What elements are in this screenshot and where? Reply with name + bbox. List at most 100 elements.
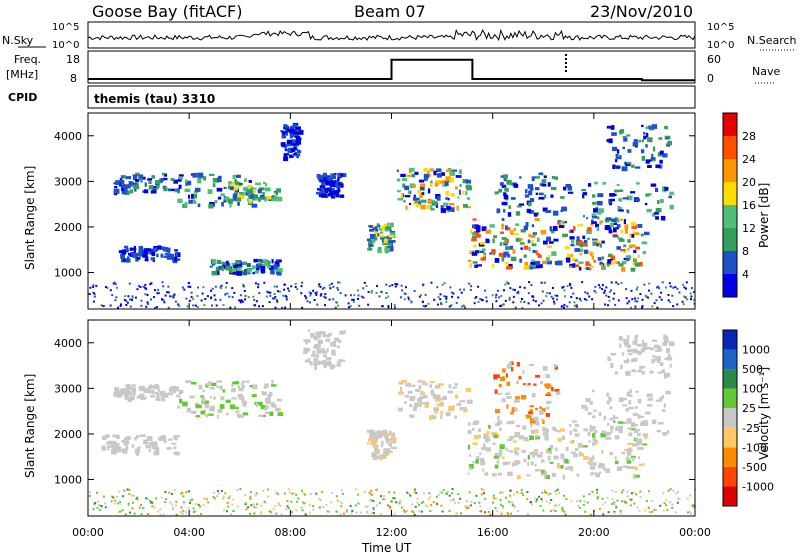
power-echo-cell <box>509 245 514 250</box>
velocity-echo-cell <box>241 399 245 404</box>
velocity-band-cell <box>276 491 278 494</box>
power-echo-cell <box>616 224 621 228</box>
power-echo-cell <box>330 180 336 184</box>
velocity-echo-cell <box>569 430 572 435</box>
velocity-echo-cell <box>516 475 521 480</box>
velocity-echo-cell <box>642 365 646 369</box>
power-band-cell <box>504 299 507 302</box>
velocity-echo-cell <box>549 461 554 464</box>
velocity-band-cell <box>390 500 393 503</box>
velocity-echo-cell <box>547 392 551 396</box>
velocity-echo-cell <box>447 390 453 394</box>
power-echo-cell <box>165 247 171 252</box>
power-echo-cell <box>129 184 135 187</box>
velocity-echo-cell <box>542 432 549 436</box>
power-band-cell <box>634 300 637 303</box>
power-echo-cell <box>615 166 621 169</box>
velocity-band-cell <box>145 497 148 500</box>
velocity-echo-cell <box>572 428 578 432</box>
power-echo-cell <box>209 265 213 268</box>
velocity-echo-cell <box>592 437 597 442</box>
power-echo-cell <box>243 261 247 265</box>
velocity-echo-cell <box>546 400 552 404</box>
power-echo-cell <box>570 243 575 247</box>
velocity-echo-cell <box>526 474 531 477</box>
velocity-echo-cell <box>633 349 639 354</box>
power-echo-cell <box>297 140 301 145</box>
velocity-band-cell <box>613 512 616 515</box>
velocity-band-cell <box>432 501 435 504</box>
velocity-band-cell <box>665 499 668 502</box>
power-echo-cell <box>629 233 633 238</box>
power-band-cell <box>570 286 573 289</box>
velocity-echo-cell <box>528 364 535 367</box>
power-band-cell <box>313 299 316 301</box>
power-echo-cell <box>620 230 623 234</box>
power-echo-cell <box>138 245 143 251</box>
power-band-cell <box>167 285 170 288</box>
velocity-echo-cell <box>522 369 525 374</box>
velocity-band-cell <box>619 509 622 512</box>
power-echo-cell <box>648 193 652 196</box>
velocity-echo-cell <box>634 474 640 478</box>
velocity-echo-cell <box>514 408 518 411</box>
velocity-band-cell <box>354 504 357 507</box>
power-echo-cell <box>169 253 175 259</box>
power-echo-cell <box>195 187 201 192</box>
power-echo-cell <box>618 209 624 212</box>
power-echo-cell <box>340 183 344 188</box>
power-echo-cell <box>172 258 176 263</box>
power-echo-cell <box>230 186 235 191</box>
power-band-cell <box>404 292 407 295</box>
power-echo-cell <box>412 184 416 188</box>
power-echo-cell <box>615 159 618 163</box>
power-echo-cell <box>197 203 201 208</box>
power-band-cell <box>568 282 571 285</box>
power-echo-cell <box>273 264 278 270</box>
power-echo-cell <box>294 134 299 138</box>
power-band-cell <box>162 285 165 288</box>
power-echo-cell <box>474 264 478 268</box>
velocity-echo-cell <box>632 412 639 416</box>
velocity-band-cell <box>112 496 115 499</box>
power-echo-cell <box>630 244 636 248</box>
power-band-cell <box>210 289 212 292</box>
nsky-strip: N.Sky 10^5 10^0 10^5 10^0 N.Search <box>2 21 797 51</box>
velocity-echo-cell <box>509 436 515 440</box>
velocity-echo-cell <box>407 390 413 394</box>
velocity-echo-cell <box>608 396 612 402</box>
velocity-band-cell <box>286 500 289 502</box>
velocity-band-cell <box>469 504 472 507</box>
power-echo-cell <box>634 263 640 267</box>
power-band-cell <box>347 302 350 305</box>
power-echo-cell <box>277 268 283 273</box>
velocity-band-cell <box>262 489 265 492</box>
power-echo-cell <box>258 262 262 265</box>
power-band-cell <box>626 302 629 305</box>
velocity-band-cell <box>510 512 512 515</box>
power-echo-cell <box>125 248 129 253</box>
power-echo-cell <box>419 185 425 191</box>
velocity-band-cell <box>121 509 124 512</box>
power-echo-cell <box>610 198 615 202</box>
power-echo-cell <box>246 263 251 267</box>
power-echo-cell <box>531 224 535 228</box>
power-echo-cell <box>545 210 552 213</box>
power-echo-cell <box>567 191 574 194</box>
power-echo-cell <box>264 182 267 187</box>
power-band-cell <box>275 285 278 288</box>
power-echo-cell <box>538 172 544 176</box>
power-band-cell <box>527 292 530 295</box>
velocity-echo-cell <box>405 382 412 387</box>
power-echo-cell <box>248 180 252 183</box>
velocity-colorbar-segment <box>723 330 737 350</box>
power-echo-cell <box>293 146 297 151</box>
velocity-echo-cell <box>174 435 181 438</box>
velocity-echo-cell <box>627 335 630 340</box>
power-echo-cell <box>507 227 511 231</box>
power-band-cell <box>691 287 693 289</box>
velocity-echo-cell <box>540 418 544 421</box>
velocity-echo-cell <box>587 411 592 416</box>
power-band-cell <box>405 286 407 289</box>
